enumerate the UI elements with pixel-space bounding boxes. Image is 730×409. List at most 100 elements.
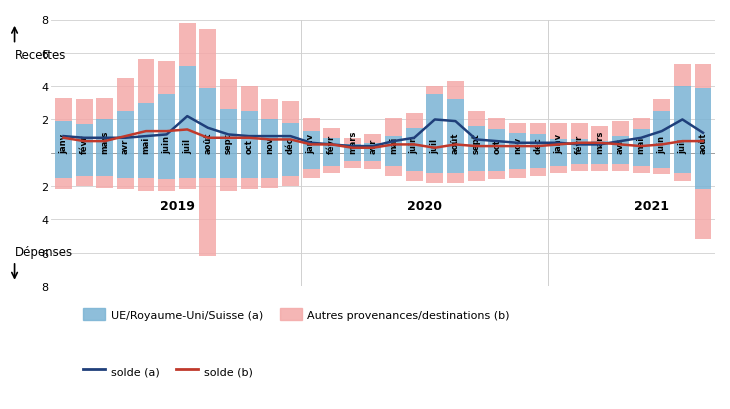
Bar [302, 119, 320, 132]
Bar [199, 178, 216, 256]
Text: 2020: 2020 [407, 200, 442, 213]
Bar [158, 153, 175, 180]
Bar [488, 130, 505, 153]
Bar [385, 119, 402, 137]
Bar [323, 138, 340, 153]
Bar [633, 153, 650, 166]
Bar [653, 100, 670, 112]
Bar [591, 165, 608, 172]
Bar [76, 100, 93, 125]
Bar [406, 128, 423, 153]
Bar [55, 178, 72, 190]
Bar [653, 169, 670, 175]
Text: août: août [204, 132, 212, 153]
Text: févr: févr [80, 134, 88, 153]
Bar [261, 120, 278, 153]
Bar [282, 153, 299, 177]
Text: 2021: 2021 [634, 200, 669, 213]
Bar [241, 153, 258, 178]
Bar [674, 153, 691, 173]
Bar [591, 153, 608, 165]
Bar [406, 172, 423, 182]
Bar [633, 119, 650, 130]
Bar [509, 170, 526, 178]
Text: oct: oct [245, 139, 253, 153]
Bar [96, 99, 113, 120]
Bar [529, 124, 547, 135]
Bar [385, 166, 402, 177]
Bar [633, 130, 650, 153]
Bar [447, 153, 464, 173]
Bar [612, 137, 629, 153]
Text: avr: avr [121, 138, 130, 153]
Text: juin: juin [410, 135, 419, 153]
Bar [137, 178, 155, 191]
Bar [426, 87, 443, 95]
Bar [96, 153, 113, 177]
Bar [364, 162, 381, 170]
Bar [55, 122, 72, 153]
Bar [158, 62, 175, 95]
Bar [117, 79, 134, 112]
Bar [509, 153, 526, 170]
Bar [158, 95, 175, 153]
Bar [571, 153, 588, 165]
Bar [179, 178, 196, 190]
Bar [199, 89, 216, 153]
Bar [468, 153, 485, 172]
Bar [55, 153, 72, 178]
Text: mars: mars [347, 130, 357, 153]
Bar [591, 127, 608, 142]
Bar [323, 166, 340, 173]
Bar [694, 65, 712, 89]
Bar [426, 173, 443, 183]
Text: oct: oct [492, 139, 502, 153]
Bar [241, 112, 258, 153]
Text: janv: janv [59, 133, 68, 153]
Bar [426, 153, 443, 173]
Bar [612, 122, 629, 137]
Bar [344, 153, 361, 162]
Bar [261, 100, 278, 120]
Bar [674, 65, 691, 87]
Text: avr: avr [616, 138, 625, 153]
Text: janv: janv [307, 133, 315, 153]
Bar [220, 80, 237, 110]
Bar [550, 140, 567, 153]
Bar [591, 142, 608, 153]
Bar [96, 177, 113, 188]
Bar [220, 153, 237, 178]
Bar [426, 95, 443, 153]
Bar [447, 82, 464, 100]
Bar [344, 162, 361, 169]
Bar [447, 173, 464, 183]
Bar [385, 137, 402, 153]
Bar [653, 112, 670, 153]
Text: juin: juin [657, 135, 666, 153]
Bar [529, 153, 547, 169]
Text: nov: nov [513, 136, 522, 153]
Text: juil: juil [182, 138, 192, 153]
Text: mai: mai [142, 136, 150, 153]
Bar [117, 112, 134, 153]
Bar [179, 67, 196, 153]
Bar [158, 180, 175, 191]
Bar [529, 169, 547, 177]
Bar [261, 178, 278, 188]
Bar [468, 172, 485, 182]
Bar [323, 128, 340, 138]
Bar [529, 135, 547, 153]
Bar [364, 144, 381, 153]
Text: août: août [699, 132, 707, 153]
Bar [323, 153, 340, 166]
Bar [55, 99, 72, 122]
Bar [488, 172, 505, 180]
Text: mars: mars [596, 130, 604, 153]
Bar [633, 166, 650, 173]
Bar [612, 153, 629, 165]
Bar [302, 132, 320, 153]
Text: mars: mars [100, 130, 110, 153]
Bar [509, 124, 526, 133]
Bar [282, 177, 299, 187]
Bar [488, 153, 505, 172]
